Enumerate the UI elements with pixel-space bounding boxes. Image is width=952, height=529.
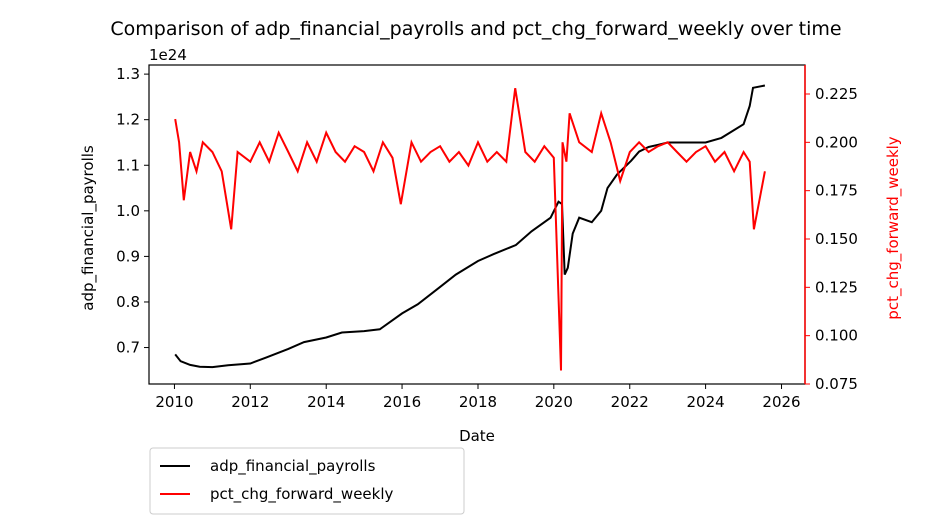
x-axis: 2010 2012 2014 2016 2018 2020 2022 2024 2026 [155,384,801,411]
right-y-tick-label: 0.150 [815,230,858,248]
chart-title: Comparison of adp_financial_payrolls and… [110,18,841,40]
legend-frame [149,447,465,515]
x-tick-label: 2024 [686,393,724,411]
left-y-tick-label: 1.1 [116,156,140,174]
right-y-tick-label: 0.100 [815,327,858,345]
line-adp-financial-payrolls [174,84,766,369]
x-tick-label: 2020 [535,393,573,411]
x-tick-label: 2010 [155,393,193,411]
left-y-tick-label: 0.8 [116,293,140,311]
x-tick-label: 2014 [307,393,345,411]
legend-label-pct-chg-forward-weekly: pct_chg_forward_weekly [210,485,394,504]
left-y-axis: 0.7 0.8 0.9 1.0 1.1 1.2 1.3 [116,65,149,357]
left-y-tick-label: 1.0 [116,202,140,220]
right-y-axis-label: pct_chg_forward_weekly [884,136,903,320]
right-y-tick-label: 0.125 [815,278,858,296]
right-y-axis: 0.075 0.100 0.125 0.150 0.175 0.200 0.225 [804,65,858,393]
line-pct-chg-forward-weekly [174,88,766,371]
legend-label-adp-financial-payrolls: adp_financial_payrolls [210,457,376,476]
left-y-tick-label: 0.9 [116,247,140,265]
x-axis-label: Date [459,427,495,445]
plot-frame [148,64,806,385]
right-y-tick-label: 0.075 [815,375,858,393]
x-tick-label: 2016 [383,393,421,411]
legend: adp_financial_payrolls pct_chg_forward_w… [149,447,465,515]
x-tick-label: 2022 [611,393,649,411]
plot-area [148,64,806,385]
left-y-axis-label: adp_financial_payrolls [79,145,98,311]
x-tick-label: 2026 [762,393,800,411]
right-y-tick-label: 0.225 [815,85,858,103]
x-tick-label: 2012 [231,393,269,411]
left-y-tick-label: 0.7 [116,339,140,357]
right-y-tick-label: 0.200 [815,133,858,151]
left-y-tick-label: 1.2 [116,111,140,129]
left-y-tick-label: 1.3 [116,65,140,83]
right-y-tick-label: 0.175 [815,182,858,200]
left-axis-offset-text: 1e24 [149,46,187,64]
x-tick-label: 2018 [459,393,497,411]
